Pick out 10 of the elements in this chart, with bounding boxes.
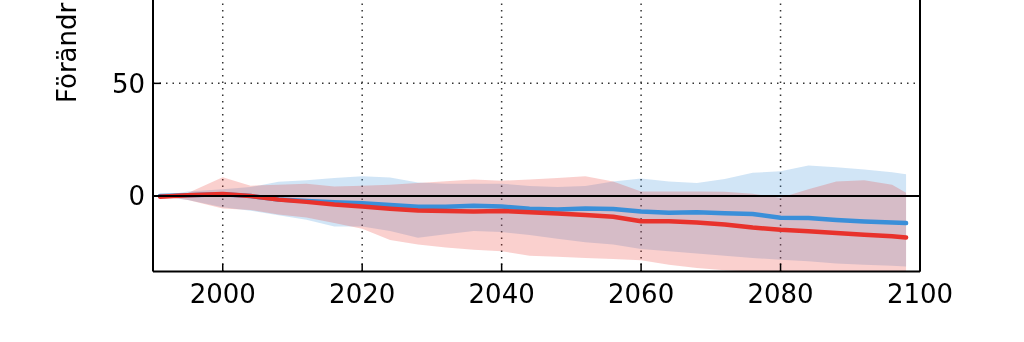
- x-tick-label: 2100: [886, 279, 954, 309]
- x-tick-label: 2000: [189, 279, 256, 309]
- y-tick-label: 50: [111, 68, 145, 99]
- line-series: [157, 191, 909, 240]
- x-tick-label: 2060: [608, 279, 675, 309]
- x-tick-label: 2080: [747, 279, 814, 309]
- y-tick-label: 0: [128, 181, 145, 212]
- x-tick-label: 2040: [468, 279, 535, 309]
- x-tick-label: 2020: [329, 279, 396, 309]
- y-axis-title: Förändr: [52, 2, 82, 103]
